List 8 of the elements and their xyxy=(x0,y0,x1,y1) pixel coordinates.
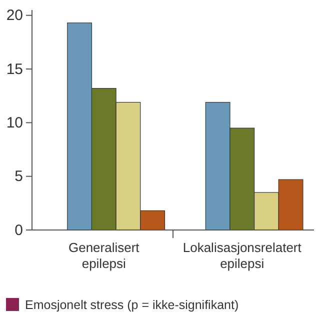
y-tick-label: 10 xyxy=(6,114,23,132)
y-tick-label: 5 xyxy=(14,168,23,186)
y-tick-label: 20 xyxy=(6,7,23,24)
x-tick-label: Generalisert epilepsi xyxy=(68,240,140,271)
y-tick-label: 0 xyxy=(14,222,23,239)
x-tick-label: Lokalisasjonsrelatert epilepsi xyxy=(182,240,302,271)
y-tick-label: 15 xyxy=(6,60,23,78)
legend-label: Emosjonelt stress (p = ikke-signifikant) xyxy=(25,298,239,312)
